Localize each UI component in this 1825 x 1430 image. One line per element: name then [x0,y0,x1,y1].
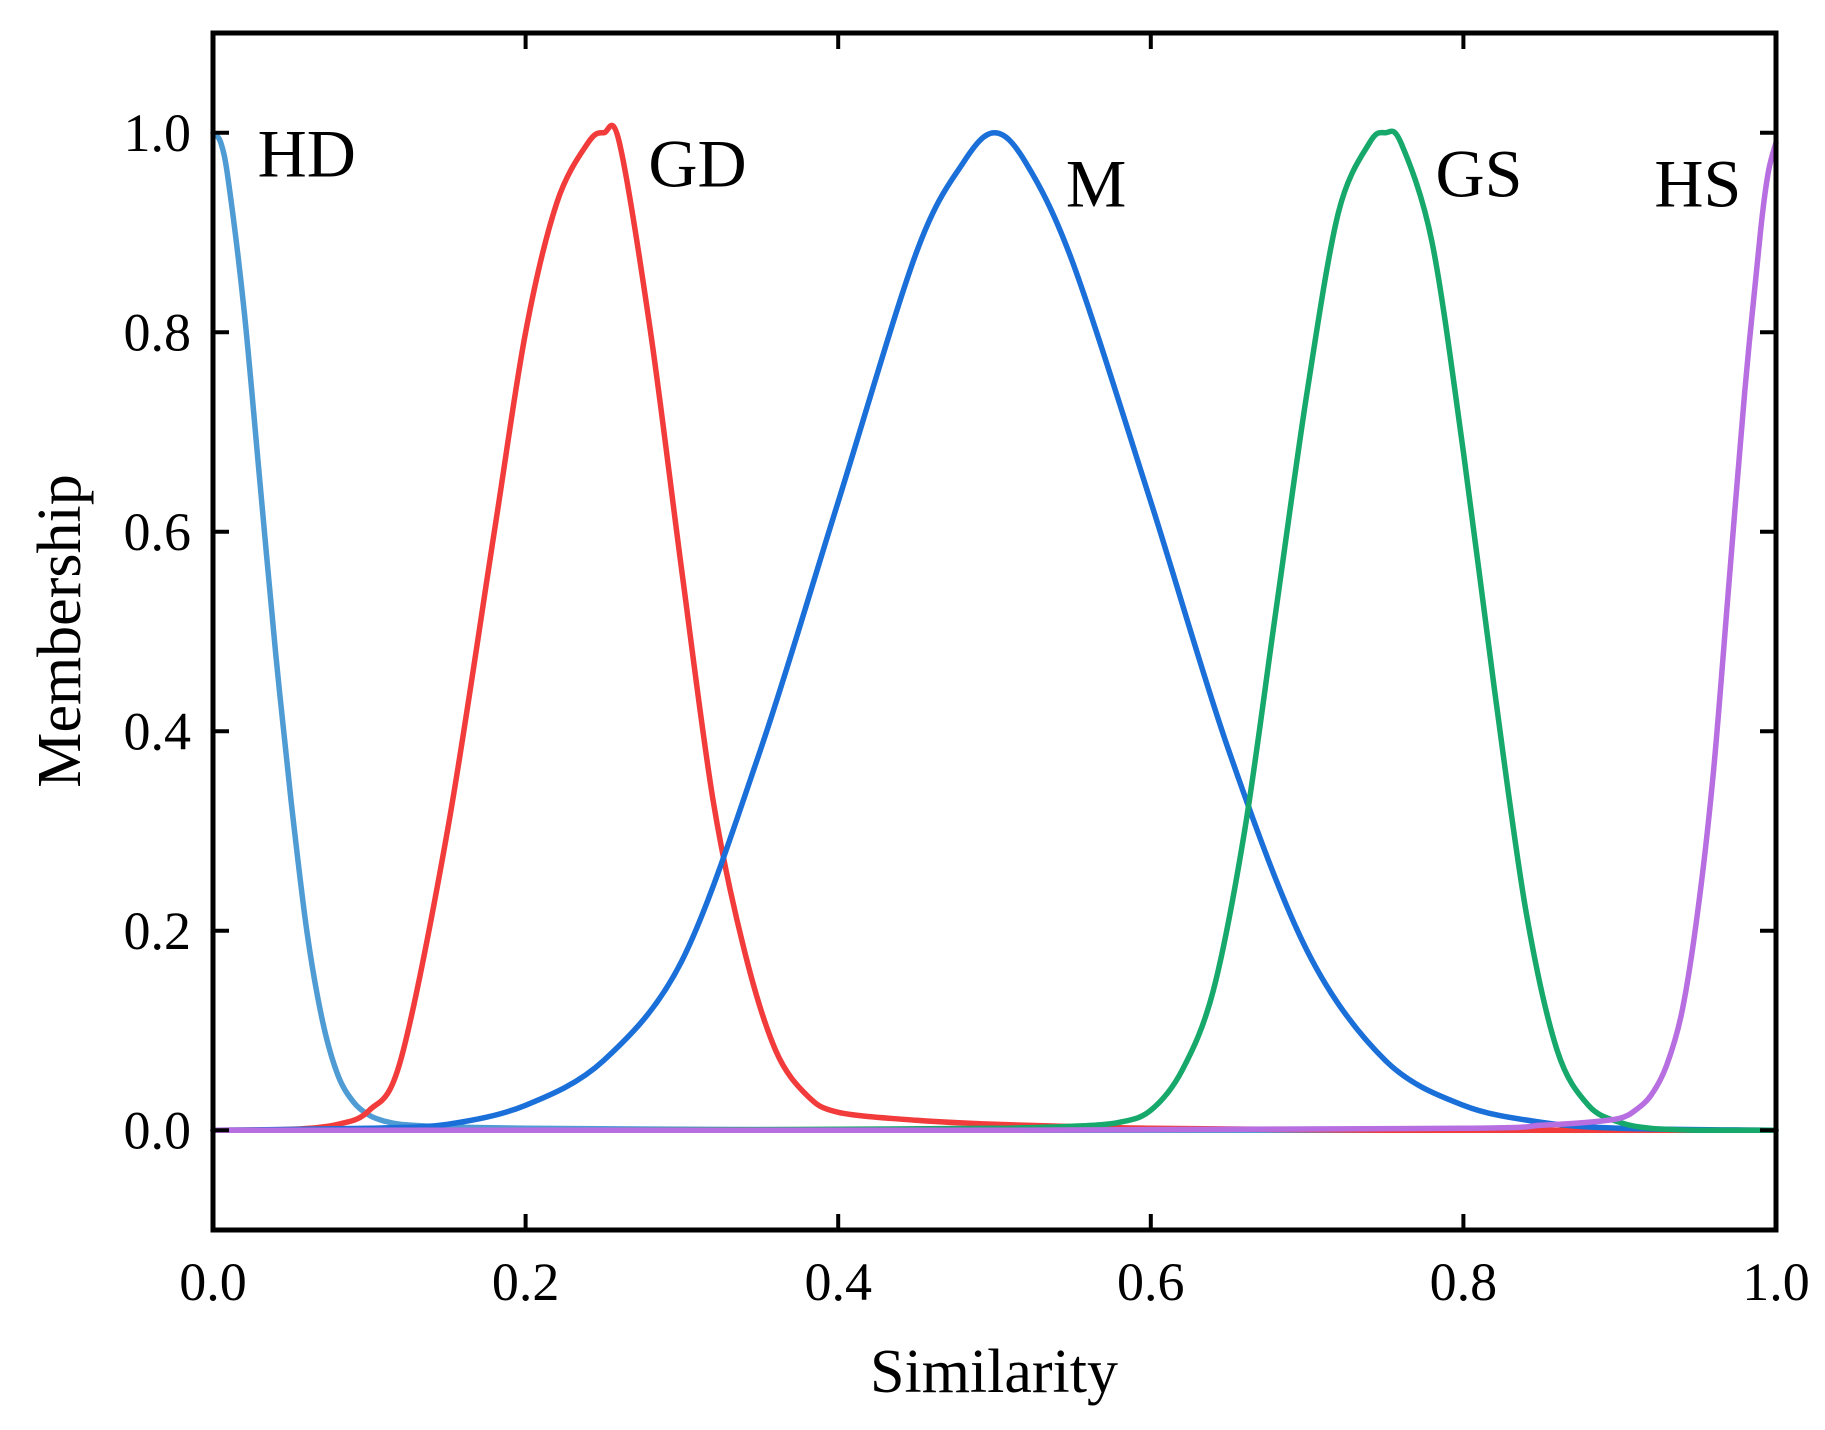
y-tick-label: 0.8 [124,302,192,362]
plot-frame [210,30,1779,1233]
x-tick-label: 0.0 [179,1252,247,1312]
x-tick-label: 0.4 [804,1252,872,1312]
y-axis-title: Membership [26,474,94,787]
y-tick-label: 0.4 [124,701,192,761]
curve-label-hd: HD [258,116,356,192]
y-tick-label: 1.0 [124,103,192,163]
tick-group [211,33,1778,1230]
curve-label-hs: HS [1654,146,1741,222]
curve-label-group: HD GD M GS HS [258,116,1742,222]
series-group [210,122,1779,1134]
curve-label-gs: GS [1436,136,1523,212]
x-tick-label: 1.0 [1742,1252,1810,1312]
series-line-m [210,130,1779,1134]
series-line-gd [210,122,1779,1134]
x-tick-label: 0.2 [492,1252,560,1312]
y-tick-label: 0.2 [124,901,192,961]
curve-label-gd: GD [648,126,746,202]
x-tick-label: 0.8 [1430,1252,1498,1312]
series-line-hs [210,139,1779,1134]
series-line-gs [210,128,1779,1134]
curve-label-m: M [1066,146,1126,222]
y-tick-label: 0.0 [124,1100,192,1160]
tick-label-group: 0.0 0.2 0.4 0.6 0.8 1.0 0.0 0.2 0.4 0.6 0.8 1.0 [124,103,1810,1312]
x-tick-label: 0.6 [1117,1252,1185,1312]
y-tick-label: 0.6 [124,502,192,562]
x-axis-title: Similarity [870,1338,1118,1406]
